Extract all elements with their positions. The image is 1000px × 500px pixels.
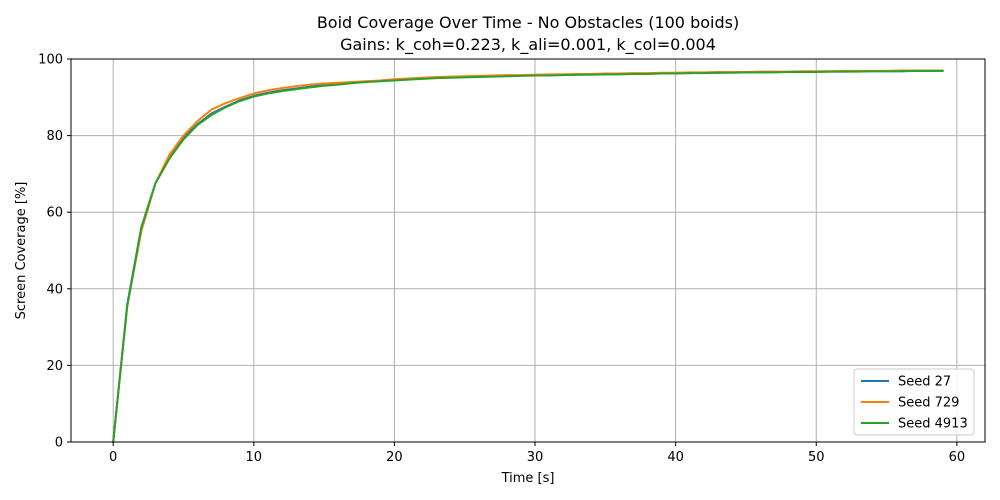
legend-label: Seed 4913 [898, 417, 968, 432]
axis-ticks: 0 10 20 30 40 50 60 0 20 40 60 80 100 [38, 53, 965, 466]
x-tick-label: 20 [386, 450, 403, 465]
y-tick-label: 40 [46, 282, 63, 297]
legend-box [853, 368, 975, 436]
y-tick-label: 100 [38, 53, 63, 68]
series-line-seed-729 [112, 69, 944, 443]
y-tick-label: 80 [46, 129, 63, 144]
legend: Seed 27 Seed 729 Seed 4913 [853, 368, 975, 436]
x-tick-label: 10 [246, 450, 263, 465]
plot-frame [70, 58, 986, 443]
legend-label: Seed 729 [898, 396, 959, 411]
chart-title: Boid Coverage Over Time - No Obstacles (… [317, 13, 739, 32]
series-line-seed-27 [112, 69, 944, 443]
series-line-seed-4913 [112, 69, 944, 443]
y-tick-label: 0 [55, 436, 63, 451]
y-axis-label: Screen Coverage [%] [14, 182, 29, 320]
x-tick-label: 30 [527, 450, 544, 465]
x-tick-label: 0 [109, 450, 117, 465]
legend-label: Seed 27 [898, 375, 951, 390]
series-lines [112, 69, 944, 443]
x-axis-label: Time [s] [501, 471, 555, 486]
x-tick-label: 40 [667, 450, 684, 465]
x-tick-label: 60 [949, 450, 966, 465]
y-tick-label: 60 [46, 206, 63, 221]
y-tick-label: 20 [46, 359, 63, 374]
chart-subtitle: Gains: k_coh=0.223, k_ali=0.001, k_col=0… [340, 35, 716, 55]
x-tick-label: 50 [808, 450, 825, 465]
